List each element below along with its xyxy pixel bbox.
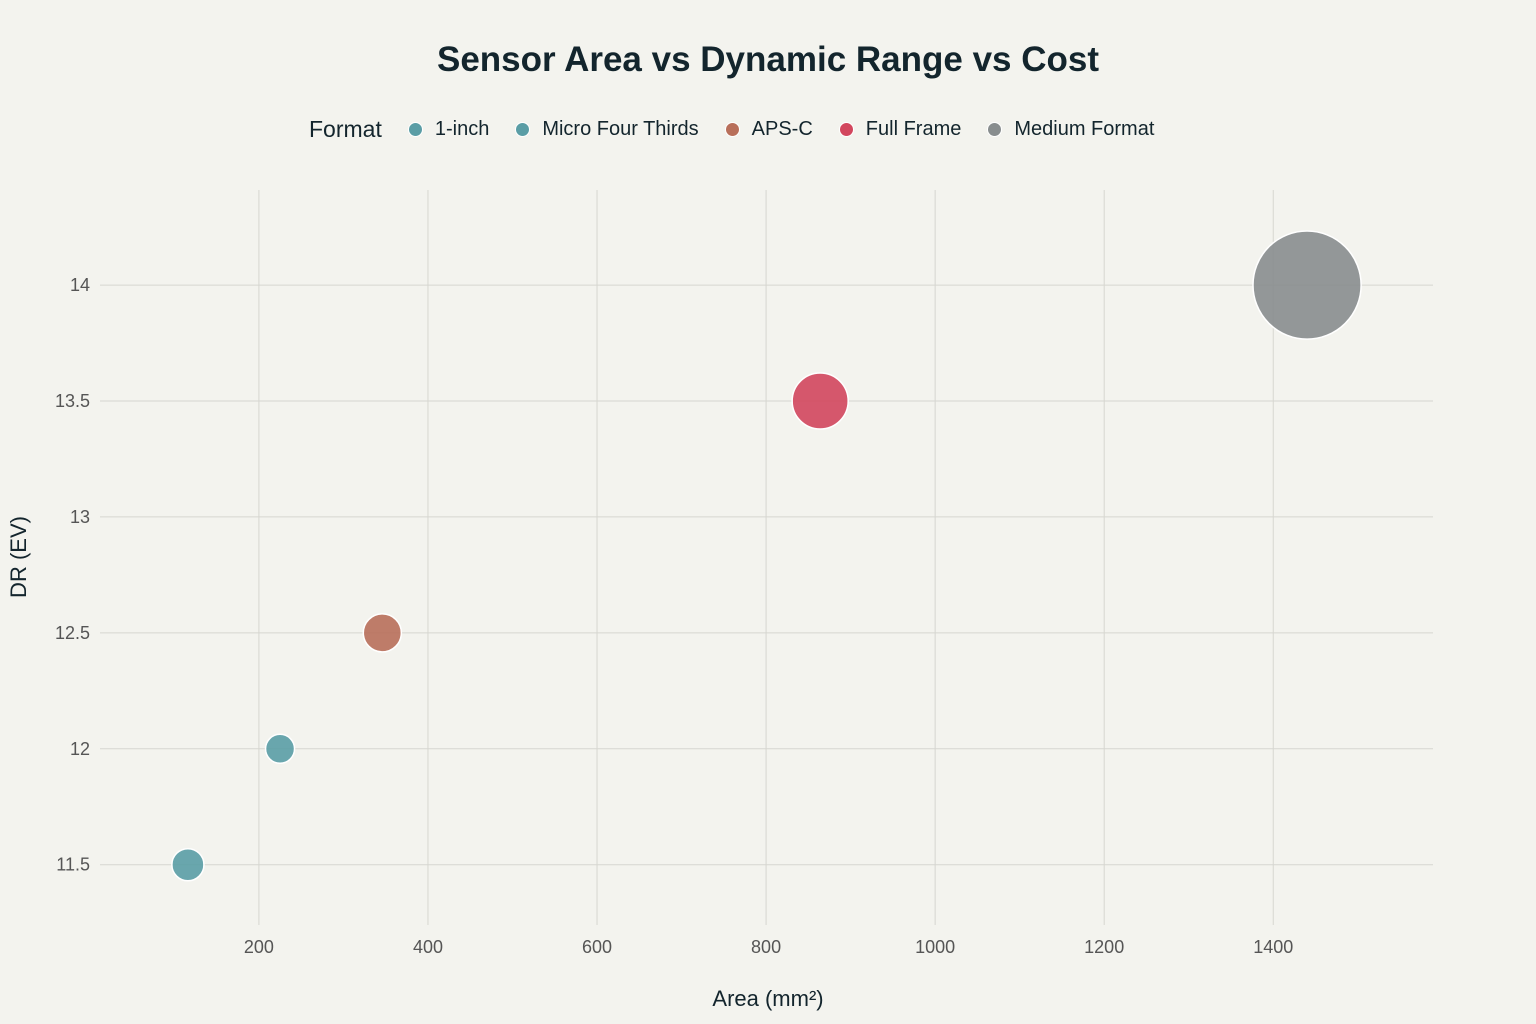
legend-item[interactable]: Micro Four Thirds bbox=[515, 118, 699, 141]
bubble-1-inch bbox=[171, 847, 205, 882]
y-tick-label: 13.5 bbox=[55, 391, 90, 411]
x-tick-label: 1000 bbox=[915, 937, 955, 957]
x-tick-label: 200 bbox=[244, 937, 274, 957]
legend-marker-icon bbox=[407, 122, 423, 137]
x-tick-label: 800 bbox=[751, 937, 781, 957]
legend-item[interactable]: 1-inch bbox=[407, 118, 490, 141]
legend: Format 1-inch Micro Four Thirds APS-C Full … bbox=[309, 116, 1180, 143]
legend-marker-icon bbox=[515, 122, 531, 137]
legend-item[interactable]: Full Frame bbox=[838, 118, 962, 141]
legend-label: Micro Four Thirds bbox=[542, 118, 699, 140]
x-tick-label: 400 bbox=[413, 937, 443, 957]
legend-label: APS-C bbox=[751, 118, 813, 140]
legend-item[interactable]: APS-C bbox=[724, 118, 813, 141]
x-axis-label: Area (mm²) bbox=[712, 986, 823, 1011]
legend-title: Format bbox=[309, 116, 382, 142]
legend-marker-icon bbox=[838, 122, 854, 137]
bubble-micro-four-thirds bbox=[264, 733, 296, 765]
legend-label: 1-inch bbox=[434, 118, 490, 140]
x-tick-label: 1400 bbox=[1253, 937, 1293, 957]
bubble-aps-c bbox=[362, 613, 403, 653]
y-tick-label: 11.5 bbox=[56, 855, 90, 875]
bubble-medium-format bbox=[1252, 230, 1362, 340]
legend-label: Full Frame bbox=[865, 118, 962, 140]
y-axis-label: DR (EV) bbox=[6, 516, 31, 598]
y-tick-label: 12 bbox=[70, 739, 90, 759]
y-tick-label: 13 bbox=[70, 507, 90, 527]
y-tick-label: 12.5 bbox=[55, 623, 90, 643]
y-tick-label: 14 bbox=[70, 275, 90, 295]
legend-marker-icon bbox=[987, 122, 1003, 137]
chart-title: Sensor Area vs Dynamic Range vs Cost bbox=[436, 40, 1100, 79]
legend-label: Medium Format bbox=[1014, 118, 1155, 140]
bubble-full-frame bbox=[791, 372, 849, 430]
x-tick-label: 600 bbox=[582, 937, 612, 957]
x-tick-label: 1200 bbox=[1084, 937, 1124, 957]
legend-item[interactable]: Medium Format bbox=[987, 118, 1154, 141]
legend-marker-icon bbox=[724, 122, 740, 137]
